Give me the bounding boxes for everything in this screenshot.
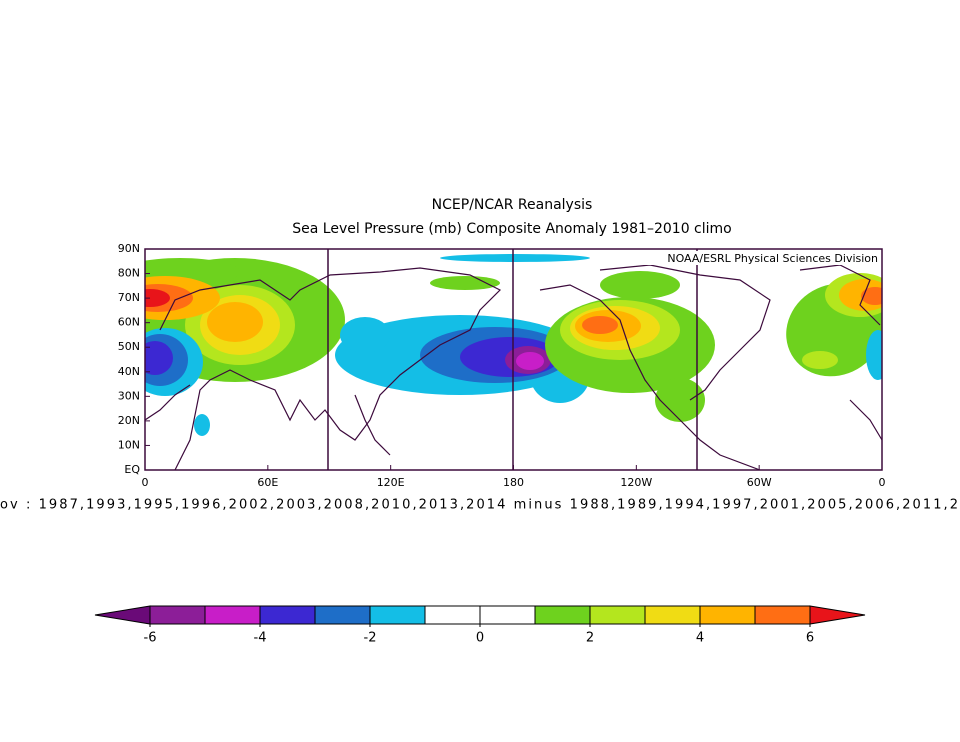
colorbar-tick-label: 6 — [806, 631, 814, 646]
colorbar-tick-label: 4 — [696, 631, 704, 646]
colorbar-box — [644, 605, 701, 625]
colorbar-box — [589, 605, 646, 625]
lat-label: EQ — [124, 463, 140, 476]
lat-label: 40N — [118, 365, 140, 378]
subtitle: Sea Level Pressure (mb) Composite Anomal… — [292, 221, 731, 237]
coastlines — [145, 264, 882, 470]
credit: NOAA/ESRL Physical Sciences Division — [667, 252, 878, 265]
colorbar-over — [809, 605, 866, 625]
colorbar-under — [94, 605, 151, 625]
colorbar-box — [314, 605, 371, 625]
colorbar-tick-label: -4 — [254, 631, 267, 646]
lon-label: 120W — [620, 476, 652, 489]
lat-label: 90N — [118, 242, 140, 255]
lat-label: 20N — [118, 414, 140, 427]
lon-label: 0 — [879, 476, 886, 489]
lat-label: 70N — [118, 291, 140, 304]
colorbar-box — [699, 605, 756, 625]
colorbar-tick-label: 0 — [476, 631, 484, 646]
colorbar-box — [259, 605, 316, 625]
caption: ov : 1987,1993,1995,1996,2002,2003,2008,… — [0, 498, 958, 513]
lon-label: 180 — [503, 476, 524, 489]
lat-label: 80N — [118, 267, 140, 280]
lon-label: 60W — [747, 476, 772, 489]
lon-label: 60E — [257, 476, 278, 489]
lon-label: 0 — [142, 476, 149, 489]
lat-label: 60N — [118, 316, 140, 329]
colorbar-tick-label: 2 — [586, 631, 594, 646]
credit-box — [610, 251, 880, 265]
anomaly-field — [145, 254, 882, 436]
colorbar-tick-label: -2 — [364, 631, 377, 646]
colorbar-box — [534, 605, 591, 625]
colorbar-box — [149, 605, 206, 625]
colorbar-box — [754, 605, 811, 625]
lon-label: 120E — [377, 476, 405, 489]
lat-label: 10N — [118, 438, 140, 451]
lat-label: 30N — [118, 389, 140, 402]
colorbar-box — [369, 605, 426, 625]
colorbar-box — [424, 605, 481, 625]
colorbar-tick-label: -6 — [144, 631, 157, 646]
colorbar-box — [204, 605, 261, 625]
title: NCEP/NCAR Reanalysis — [432, 197, 593, 213]
colorbar-box — [479, 605, 536, 625]
lat-label: 50N — [118, 340, 140, 353]
